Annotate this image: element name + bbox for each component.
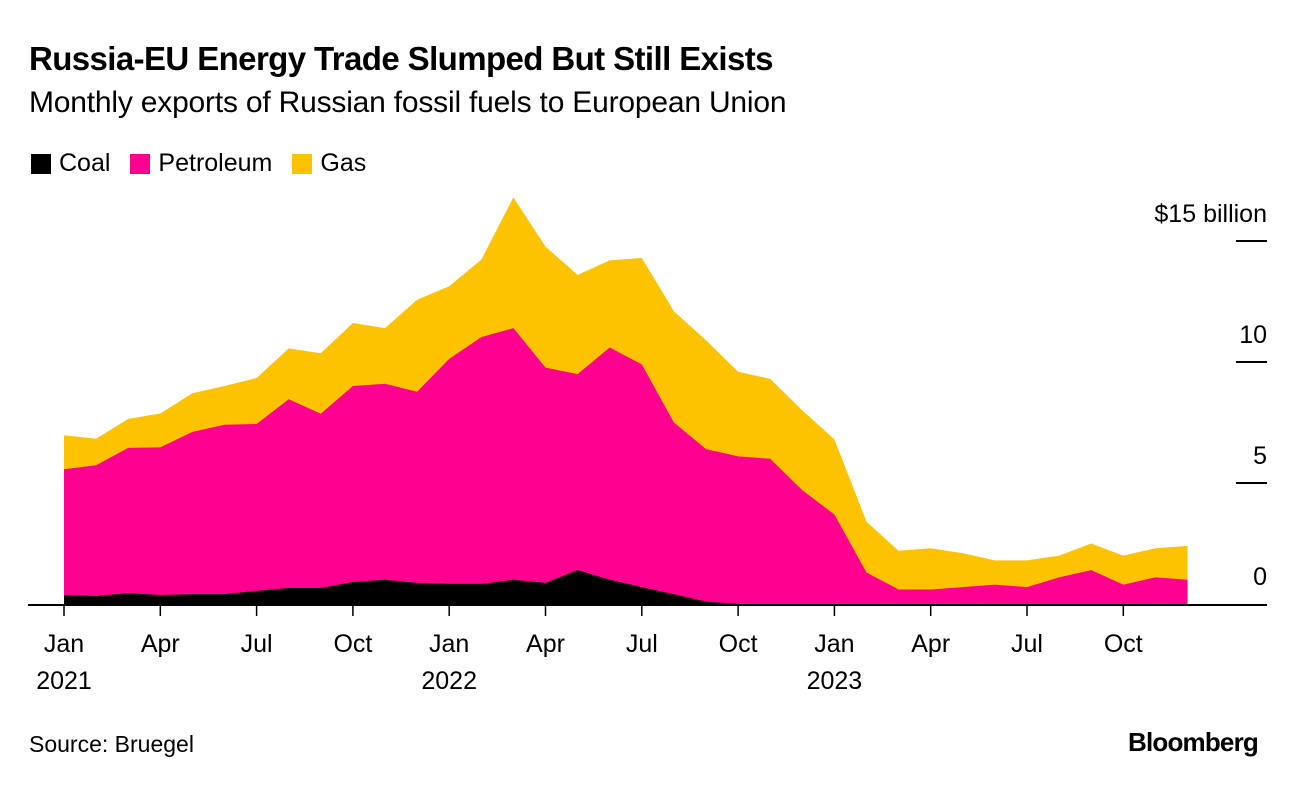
legend-label-gas: Gas [320, 149, 367, 177]
x-axis: Jan 2021 Apr Jul Oct Jan 2022 Apr Jul Oct Jan 2023 A… [28, 604, 1267, 695]
legend-item-gas: Gas [292, 149, 366, 178]
x-tick-label: Jan [44, 630, 84, 658]
x-tick-label: Apr [911, 630, 950, 658]
source-note: Source: Bruegel [29, 731, 194, 757]
x-tick-label: Jul [1011, 630, 1043, 658]
legend-item-coal: Coal [31, 149, 110, 178]
x-tick-label: Jan [814, 630, 854, 658]
legend-swatch-coal [31, 153, 51, 174]
legend-item-petroleum: Petroleum [130, 149, 272, 178]
x-tick-label: Oct [333, 630, 372, 658]
legend: Coal Petroleum Gas [31, 149, 386, 178]
x-tick-label: Oct [719, 630, 758, 658]
bloomberg-logo: Bloomberg [1127, 727, 1259, 757]
legend-label-coal: Coal [59, 149, 111, 177]
y-axis: 0 5 10 $15 billion [1154, 200, 1267, 591]
chart-subtitle: Monthly exports of Russian fossil fuels … [29, 86, 787, 119]
x-tick-label: Apr [526, 630, 565, 658]
y-tick-label: 0 [1253, 563, 1267, 591]
y-tick-label: 5 [1253, 442, 1267, 470]
chart-title: Russia-EU Energy Trade Slumped But Still… [29, 40, 773, 77]
x-tick-label: Jul [241, 630, 273, 658]
legend-label-petroleum: Petroleum [158, 149, 273, 177]
area-coal [64, 570, 1188, 604]
y-tick-label: 10 [1239, 321, 1267, 349]
x-tick-label: Jan [429, 630, 469, 658]
legend-swatch-gas [292, 153, 313, 174]
x-year-label: 2021 [36, 667, 92, 695]
legend-swatch-petroleum [130, 153, 151, 174]
area-petroleum [64, 328, 1188, 604]
x-tick-label: Oct [1104, 630, 1143, 658]
x-year-label: 2022 [421, 667, 477, 695]
area-layers [64, 197, 1188, 604]
x-year-label: 2023 [807, 667, 863, 695]
x-tick-label: Jul [626, 630, 658, 658]
y-tick-label: $15 billion [1154, 200, 1267, 228]
x-tick-label: Apr [141, 630, 180, 658]
